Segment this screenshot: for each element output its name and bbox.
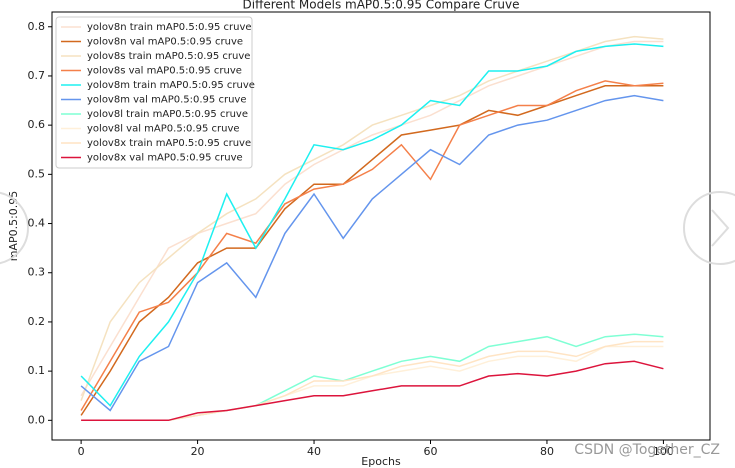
y-tick-label: 0.5 (28, 167, 46, 180)
legend-label: yolov8s val mAP0.5:0.95 cruve (87, 66, 242, 77)
legend-label: yolov8s train mAP0.5:0.95 cruve (87, 51, 250, 62)
legend-label: yolov8n val mAP0.5:0.95 cruve (87, 37, 243, 48)
legend-label: yolov8n train mAP0.5:0.95 cruve (87, 22, 252, 33)
y-tick-label: 0.7 (28, 69, 46, 82)
y-tick-label: 0.4 (28, 217, 46, 230)
x-tick-label: 20 (191, 445, 205, 458)
y-tick-label: 0.0 (28, 413, 46, 426)
series-line (81, 340, 664, 422)
series-line (81, 345, 664, 422)
series-line (80, 35, 664, 401)
y-axis-label: mAP0.5:0.95 (7, 191, 20, 262)
x-tick-label: 0 (78, 445, 85, 458)
legend-label: yolov8x val mAP0.5:0.95 cruve (87, 153, 243, 164)
legend-label: yolov8l val mAP0.5:0.95 cruve (87, 124, 240, 135)
x-axis-label: Epochs (361, 455, 401, 468)
x-tick-label: 80 (540, 445, 554, 458)
y-tick-label: 0.3 (28, 266, 46, 279)
nav-prev[interactable] (0, 191, 29, 265)
series-line (80, 43, 664, 407)
nav-next-arrow (711, 209, 730, 247)
legend-label: yolov8x train mAP0.5:0.95 cruve (87, 138, 251, 149)
legend-label: yolov8m train mAP0.5:0.95 cruve (87, 80, 255, 91)
plot-frame (51, 11, 711, 441)
y-tick-label: 0.8 (28, 20, 46, 33)
y-tick-label: 0.1 (28, 364, 46, 377)
series-line (80, 85, 664, 416)
x-tick-label: 100 (653, 445, 674, 458)
series-line (80, 40, 664, 397)
nav-next[interactable] (683, 191, 735, 265)
legend-label: yolov8m val mAP0.5:0.95 cruve (87, 95, 246, 106)
legend: yolov8n train mAP0.5:0.95 cruve yolov8n v… (55, 16, 255, 169)
y-tick-label: 0.2 (28, 315, 46, 328)
legend-label: yolov8l train mAP0.5:0.95 cruve (87, 109, 248, 120)
legend-box (55, 16, 253, 169)
series-line (80, 80, 664, 411)
series-line (80, 94, 664, 412)
watermark: CSDN @Together_CZ (574, 442, 720, 458)
plot: 0 20 40 60 80 100 0.0 0.1 0.2 0.3 0.4 0.5 0.6 0.7 0.8 (28, 20, 674, 458)
chart-title: Different Models mAP0.5:0.95 Compare Cru… (243, 0, 520, 12)
series-line (81, 360, 664, 422)
y-tick-label: 0.6 (28, 118, 46, 131)
x-tick-label: 40 (307, 445, 321, 458)
x-tick-label: 60 (423, 445, 437, 458)
